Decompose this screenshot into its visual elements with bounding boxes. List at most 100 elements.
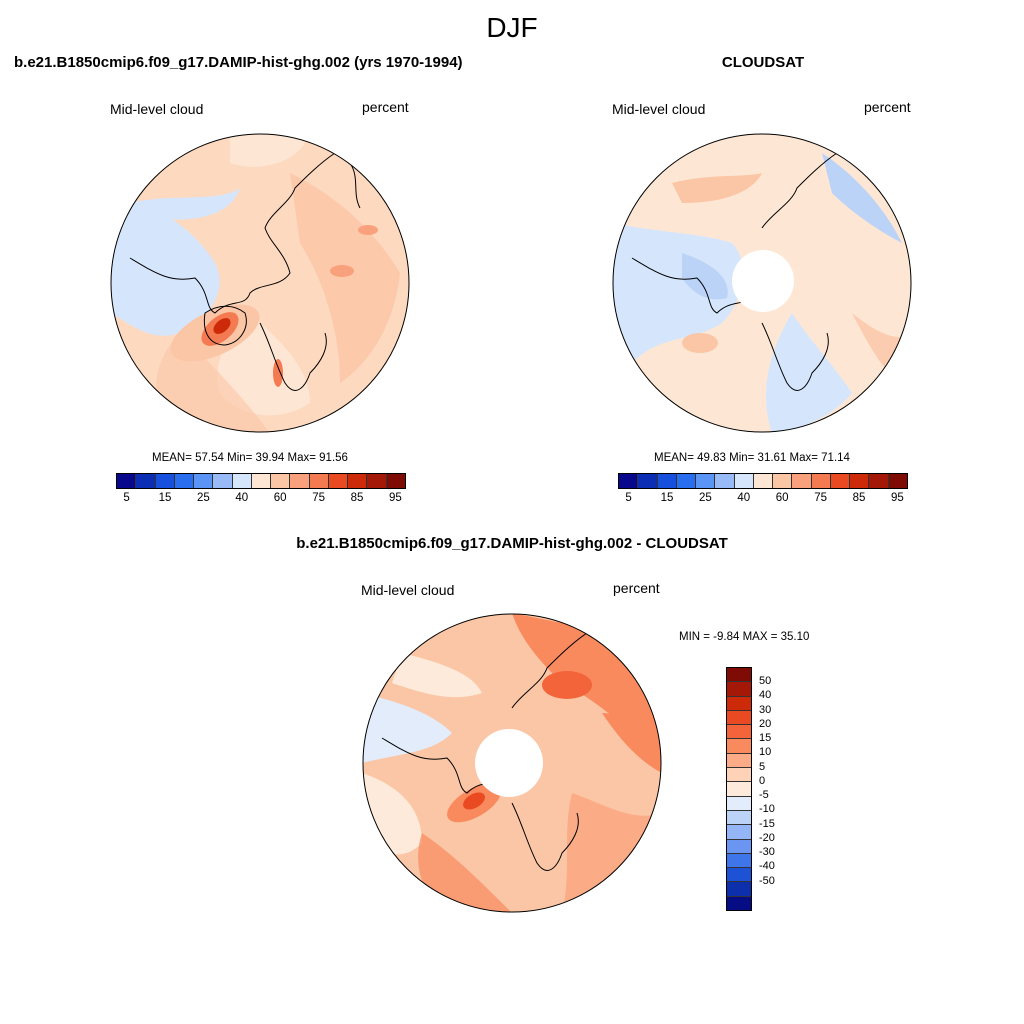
model-colorbar [116, 473, 406, 489]
obs-colorbar-box [638, 474, 658, 488]
obs-colorbar-tick-label: 40 [737, 492, 751, 504]
diff-stats: MIN = -9.84 MAX = 35.10 [679, 631, 810, 643]
diff-colorbar-box [727, 782, 751, 797]
model-colorbar-box [155, 474, 175, 488]
diff-units-label: percent [613, 580, 660, 596]
obs-colorbar-box [773, 474, 793, 488]
model-colorbar-box [386, 474, 405, 488]
obs-colorbar-box [753, 474, 774, 488]
diff-colorbar-tick-label: -50 [759, 874, 775, 887]
diff-colorbar-box [727, 696, 751, 711]
obs-colorbar-tick-label: 75 [814, 492, 827, 504]
obs-colorbar-ticks: 5 15 25 40 60 75 85 95 [618, 492, 908, 506]
model-colorbar-box [367, 474, 387, 488]
obs-colorbar-box [619, 474, 639, 488]
diff-colorbar-box [727, 868, 751, 883]
model-colorbar-box [194, 474, 214, 488]
diff-colorbar-tick-label: 15 [759, 732, 772, 745]
model-colorbar-box [328, 474, 349, 488]
obs-colorbar-box [830, 474, 851, 488]
model-colorbar-tick-label: 85 [350, 492, 364, 504]
diff-colorbar-box [727, 739, 751, 754]
obs-colorbar-box [811, 474, 831, 488]
diff-colorbar-tick-label: -5 [759, 789, 769, 802]
model-colorbar-box [174, 474, 195, 488]
obs-colorbar-box [850, 474, 870, 488]
model-colorbar-box [136, 474, 156, 488]
diff-colorbar-tick-label: 0 [759, 774, 766, 787]
diff-colorbar-box [727, 668, 751, 683]
diff-colorbar [726, 667, 752, 911]
model-colorbar-tick-label: 75 [312, 492, 325, 504]
diff-colorbar-box [727, 725, 751, 740]
diff-variable-label: Mid-level cloud [361, 582, 455, 598]
diff-colorbar-tick-label: -20 [759, 831, 775, 844]
diff-colorbar-tick-label: 40 [759, 689, 772, 702]
obs-colorbar-box [676, 474, 697, 488]
model-colorbar-tick-label: 15 [158, 492, 172, 504]
diff-colorbar-tick-label: -30 [759, 846, 775, 859]
obs-colorbar-tick-label: 5 [625, 492, 632, 504]
diff-colorbar-tick-label: 10 [759, 746, 772, 759]
obs-colorbar [618, 473, 908, 489]
obs-colorbar-tick-label: 60 [775, 492, 789, 504]
obs-colorbar-box [696, 474, 716, 488]
diff-colorbar-tick-label: -15 [759, 817, 775, 830]
obs-colorbar-box [792, 474, 812, 488]
diff-colorbar-box [727, 753, 751, 769]
model-variable-label: Mid-level cloud [110, 101, 204, 117]
model-colorbar-box [213, 474, 233, 488]
model-units-label: percent [362, 99, 409, 115]
model-colorbar-tick-label: 25 [196, 492, 210, 504]
model-colorbar-box [309, 474, 329, 488]
diff-colorbar-box [727, 796, 751, 811]
obs-panel-title: CLOUDSAT [721, 54, 805, 71]
diff-panel-title: b.e21.B1850cmip6.f09_g17.DAMIP-hist-ghg.… [296, 535, 728, 552]
model-polar-map [110, 133, 410, 433]
obs-variable-label: Mid-level cloud [612, 101, 706, 117]
model-colorbar-box [232, 474, 252, 488]
obs-colorbar-box [657, 474, 677, 488]
model-colorbar-tick-label: 95 [388, 492, 402, 504]
obs-units-label: percent [864, 99, 911, 115]
obs-polar-map [612, 133, 912, 433]
model-colorbar-box [271, 474, 291, 488]
diff-colorbar-box [727, 810, 751, 826]
diff-colorbar-box [727, 839, 751, 854]
figure-title: DJF [486, 12, 538, 43]
model-colorbar-tick-label: 40 [235, 492, 249, 504]
obs-colorbar-box [869, 474, 889, 488]
model-colorbar-tick-label: 60 [273, 492, 287, 504]
obs-colorbar-tick-label: 85 [852, 492, 866, 504]
model-colorbar-box [290, 474, 310, 488]
model-panel-title: b.e21.B1850cmip6.f09_g17.DAMIP-hist-ghg.… [14, 54, 463, 71]
diff-colorbar-tick-label: 5 [759, 760, 766, 773]
diff-colorbar-box [727, 853, 751, 869]
diff-colorbar-box [727, 882, 751, 897]
diff-colorbar-ticks: 50 40 30 20 15 10 5 0 -5 -10 -15 -20 -30 -40 -50 [759, 667, 799, 909]
obs-colorbar-box [888, 474, 907, 488]
obs-colorbar-tick-label: 95 [890, 492, 904, 504]
model-colorbar-ticks: 5 15 25 40 60 75 85 95 [116, 492, 406, 506]
diff-colorbar-box [727, 682, 751, 697]
diff-colorbar-box [727, 768, 751, 783]
model-stats: MEAN= 57.54 Min= 39.94 Max= 91.56 [152, 452, 348, 464]
obs-colorbar-tick-label: 15 [660, 492, 674, 504]
diff-colorbar-box [727, 896, 751, 911]
diff-colorbar-tick-label: 50 [759, 675, 772, 688]
diff-polar-map [362, 613, 662, 913]
model-colorbar-box [251, 474, 272, 488]
obs-stats: MEAN= 49.83 Min= 31.61 Max= 71.14 [654, 452, 850, 464]
model-colorbar-box [348, 474, 368, 488]
model-colorbar-tick-label: 5 [123, 492, 130, 504]
obs-colorbar-box [715, 474, 735, 488]
diff-colorbar-box [727, 825, 751, 840]
obs-colorbar-box [734, 474, 754, 488]
diff-colorbar-tick-label: -40 [759, 860, 775, 873]
obs-colorbar-tick-label: 25 [698, 492, 712, 504]
diff-colorbar-tick-label: 20 [759, 717, 772, 730]
diff-colorbar-tick-label: 30 [759, 703, 772, 716]
diff-colorbar-box [727, 710, 751, 726]
diff-colorbar-tick-label: -10 [759, 803, 775, 816]
model-colorbar-box [117, 474, 137, 488]
